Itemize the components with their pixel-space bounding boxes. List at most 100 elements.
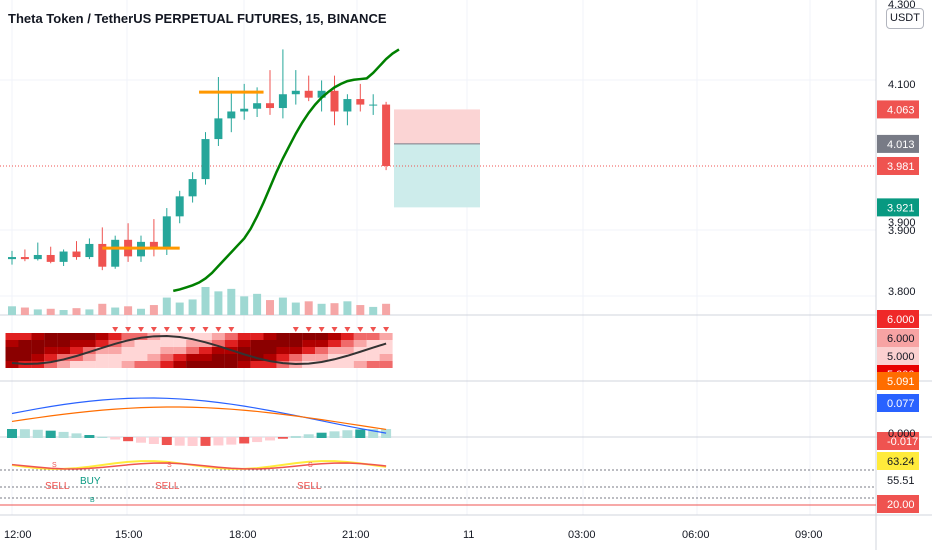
heatmap-cell: [31, 340, 45, 347]
heatmap-cell: [82, 347, 96, 354]
volume-bar: [8, 306, 16, 315]
heatmap-cell: [340, 347, 354, 354]
heatmap-cell: [160, 354, 174, 361]
volume-bar: [59, 310, 68, 315]
heatmap-cell: [199, 354, 212, 361]
heatmap-cell: [211, 347, 225, 354]
heatmap-cell: [224, 354, 238, 361]
heatmap-cell: [211, 354, 225, 361]
stoch-tag: 55.51: [887, 475, 915, 487]
heatmap-cell: [147, 354, 161, 361]
position-zones: [0, 109, 876, 208]
macd-histogram-bar: [316, 432, 327, 438]
heatmap-cell: [353, 361, 367, 368]
candle-body: [253, 103, 262, 109]
macd-histogram-bar: [355, 429, 366, 438]
heatmap-cell: [186, 354, 200, 361]
volume-bar: [317, 303, 326, 315]
indicator-tag-bg: [877, 329, 919, 347]
macd-histogram-bar: [381, 429, 392, 438]
price-tick-label: 4.100: [888, 79, 916, 91]
heatmap-cell: [224, 340, 238, 347]
price-tag-bg: [877, 100, 919, 119]
indicator-tag-bg: [877, 347, 919, 365]
heatmap-cell: [186, 361, 200, 368]
heatmap-cell: [147, 347, 161, 354]
heatmap-cell: [18, 347, 32, 354]
price-tag-bg: [877, 198, 919, 217]
heatmap-cell: [276, 333, 290, 340]
moving-average: [172, 48, 400, 293]
macd-histogram-bar: [329, 431, 340, 438]
macd-pane: [7, 397, 392, 446]
heatmap-cell: [5, 347, 19, 354]
heatmap-cell: [82, 354, 96, 361]
volume-bar: [149, 305, 158, 315]
macd-histogram-bar: [110, 437, 121, 440]
heatmap-cell: [18, 333, 32, 340]
volume-bar: [124, 306, 133, 315]
signal-mark: S: [52, 462, 57, 469]
volume-bar: [85, 309, 94, 315]
candle-body: [266, 103, 274, 109]
heatmap-cell: [44, 333, 58, 340]
chart-title: Theta Token / TetherUS PERPETUAL FUTURES…: [8, 11, 387, 26]
heatmap-cell: [82, 361, 96, 368]
volume-bar: [369, 306, 378, 315]
volume-bar: [227, 288, 236, 315]
heatmap-cell: [70, 361, 83, 368]
heatmap-cell: [263, 347, 277, 354]
heatmap-cell: [379, 354, 393, 361]
price-tick-label: 3.900: [888, 217, 916, 229]
heatmap-cell: [237, 347, 251, 354]
sell-triangle: [305, 327, 312, 332]
macd-histogram-bar: [200, 437, 211, 446]
heatmap-cell: [237, 361, 251, 368]
heatmap-cell: [44, 354, 58, 361]
heatmap-cell: [250, 333, 264, 340]
macd-histogram-bar: [226, 437, 237, 445]
currency-button[interactable]: USDT: [886, 8, 924, 29]
macd-histogram-bar: [148, 437, 159, 445]
heatmap-cell: [199, 340, 212, 347]
heatmap-cell: [379, 340, 393, 347]
macd-histogram-bar: [187, 437, 198, 446]
sell-triangle: [112, 327, 119, 332]
macd-histogram-bar: [277, 437, 288, 439]
heatmap-cell: [134, 354, 148, 361]
candle-body: [46, 254, 55, 262]
volume-bar: [201, 287, 210, 315]
heatmap-cell: [328, 340, 341, 347]
heatmap-cell: [57, 361, 71, 368]
stoch-tag: 20.00: [887, 499, 915, 511]
candle-body: [291, 90, 300, 95]
heatmap-cell: [173, 361, 187, 368]
heatmap-cell: [70, 340, 83, 347]
heatmap-cell: [186, 347, 200, 354]
heatmap-cell: [328, 354, 341, 361]
signal-mark: S: [167, 462, 172, 469]
candle-body: [382, 104, 391, 166]
heatmap-cell: [31, 333, 45, 340]
volume-bar: [33, 309, 42, 315]
heatmap-cell: [70, 354, 83, 361]
indicator-tag: 5.000: [887, 351, 915, 363]
indicator-heatmap-pane: [5, 327, 393, 368]
sell-triangle: [292, 327, 299, 332]
time-axis: 12:00 15:00 18:00 21:00 11 03:00 06:00 09:00: [4, 529, 823, 541]
candle-body: [317, 90, 326, 98]
sell-triangle: [138, 327, 144, 332]
heatmap-cell: [353, 340, 367, 347]
heatmap-cell: [211, 361, 225, 368]
heatmap-cell: [173, 354, 187, 361]
heatmap-cell: [315, 347, 329, 354]
heatmap-cell: [263, 333, 277, 340]
heatmap-cell: [57, 354, 71, 361]
macd-histogram-bar: [161, 437, 172, 446]
heatmap-cell: [328, 361, 341, 368]
volume-bar: [382, 303, 391, 315]
sell-triangle: [202, 327, 209, 332]
heatmap-cell: [315, 340, 329, 347]
